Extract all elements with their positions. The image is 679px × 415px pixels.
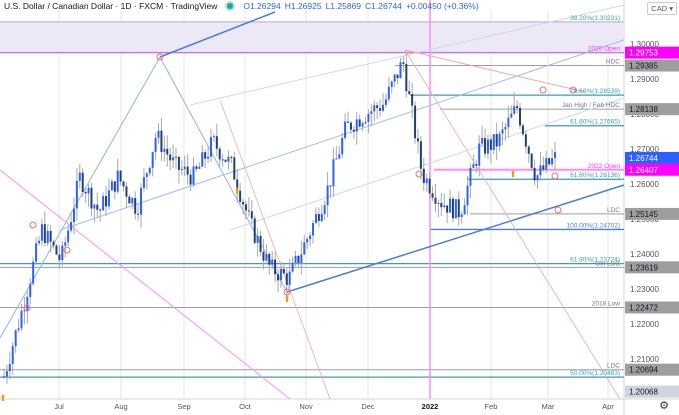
annotation-label: 2018 Low [592,300,620,307]
x-tick-label: Jul [54,402,64,411]
price-label: 1.26744 [629,154,658,163]
price-label: 1.23619 [629,263,658,272]
price-label: 1.22472 [629,303,658,312]
ohlc-low: L1.25869 [325,1,362,11]
annotation-label: 38.20%(1.30231) [570,15,620,22]
annotation-label: 61.80%(1.23724) [570,257,620,264]
x-tick-label: Oct [239,402,252,411]
arrow-up-icon: ⬆ [509,169,517,179]
x-tick-label: Apr [602,402,614,411]
annotation-label: Oct LDC [595,260,620,267]
y-tick-label: 1.30000 [630,40,659,49]
price-labels: 1.29753 1.29385 1.28138 1.26744 1.26407 1.251… [625,46,679,398]
y-tick-label: 1.24000 [630,250,659,259]
arrow-up-icon: ⬆ [283,294,291,304]
pivot-marker [539,86,547,94]
annotation-label: LDC [607,207,620,214]
arrow-up-icon: ⬆ [233,186,241,196]
x-tick-label: Nov [299,402,313,411]
level-annotations: 38.20%(1.30231) 2020 Open HDC 78.60%(1.2853… [562,15,621,377]
x-tick-label: Feb [485,402,498,411]
channel-support[interactable] [286,184,625,293]
x-tick-label: Aug [114,402,127,411]
ohlc-change: +0.00450 (+0.36%) [405,1,479,11]
annotation-label: 78.60%(1.28539) [570,88,620,95]
ohlc-high: H1.26925 [284,1,322,11]
price-label: 1.29753 [629,49,658,58]
market-status-icon [227,3,234,9]
ohlc-open: O1.26294 [243,1,281,11]
y-tick-label: 1.22000 [630,320,659,329]
chart-header: U.S. Dollar / Canadian Dollar · 1D · FXC… [4,1,479,11]
symbol-title: U.S. Dollar / Canadian Dollar · 1D · FXC… [4,1,218,11]
y-tick-label: 1.23000 [630,285,659,294]
currency-label: CAD [651,4,668,13]
price-label: 1.20694 [629,366,658,375]
annotation-label: Jan High / Feb HDC [562,102,620,109]
x-tick-label: 2022 [422,402,439,411]
x-tick-label: Sep [177,402,190,411]
y-tick-label: 1.21000 [630,355,659,364]
time-axis[interactable]: Jul Aug Sep Oct Nov Dec 2022 Feb Mar Apr [54,402,614,411]
currency-dropdown[interactable]: CAD ▾ [647,2,677,15]
arrow-up-icon: ⬆ [0,393,7,403]
pivot-marker [156,53,164,61]
y-tick-label: 1.29000 [630,75,659,84]
price-label: 1.29385 [629,62,658,71]
pivot-marker [415,170,423,178]
price-label: 1.20068 [629,388,658,397]
price-label: 1.28138 [629,105,658,114]
pivot-marker [283,288,291,296]
pivot-marker [29,221,37,229]
x-tick-label: Dec [361,402,375,411]
annotation-label: 100.00%(1.24702) [567,222,621,229]
pivot-marker [569,86,577,94]
pivot-marker [63,246,71,254]
annotation-label: 2020 Open [588,46,621,53]
annotation-label: 2022 Open [588,163,621,170]
gear-icon[interactable]: ⚙ [659,400,669,412]
pivot-marker [551,172,559,180]
annotation-label: 50.00%(1.20483) [570,370,620,377]
x-tick-label: Mar [542,402,555,411]
annotation-label: HDC [606,59,620,66]
resistance-zone [0,21,624,53]
pivot-marker [23,304,31,312]
ohlc-close: C1.26744 [365,1,402,11]
candles [3,52,556,384]
y-tick-label: 1.27000 [630,145,659,154]
annotation-label: 61.80%(1.27665) [570,119,620,126]
price-label: 1.25145 [629,210,658,219]
y-tick-label: 1.26000 [630,180,659,189]
price-label: 1.26407 [629,166,658,175]
annotation-label: LDC [607,363,620,370]
pivot-marker [554,206,562,214]
annotation-label: 61.80%(1.26136) [570,172,620,179]
